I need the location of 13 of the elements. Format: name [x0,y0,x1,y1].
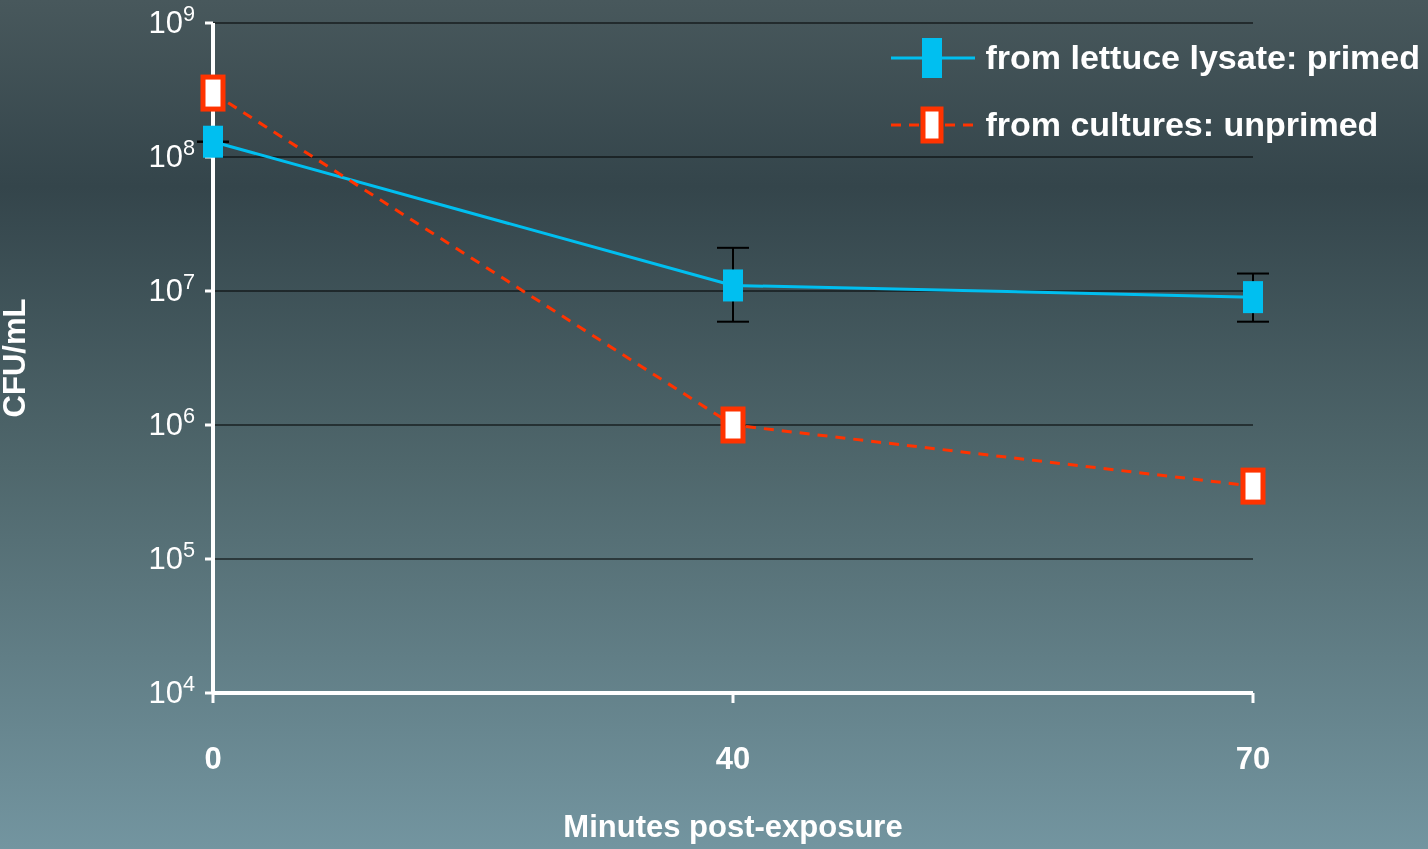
y-tick-label: 10$^{8}$ [148,134,195,174]
y-tick-label: 10$^{6}$ [148,402,195,442]
y-tick-label: 10$^{4}$ [148,670,195,710]
x-tick-label: 0 [204,741,222,777]
y-axis-title: CFU/mL [0,298,33,418]
y-tick-label: 10$^{7}$ [148,268,195,308]
y-tick-label: 10$^{9}$ [148,0,195,40]
y-tick-label: 10$^{5}$ [148,536,195,576]
legend-label: from cultures: unprimed [985,105,1379,144]
legend-label: from lettuce lysate: primed [985,38,1420,77]
x-tick-label: 40 [715,741,751,777]
x-axis-title: Minutes post-exposure [563,809,903,844]
x-tick-label: 70 [1235,741,1271,777]
